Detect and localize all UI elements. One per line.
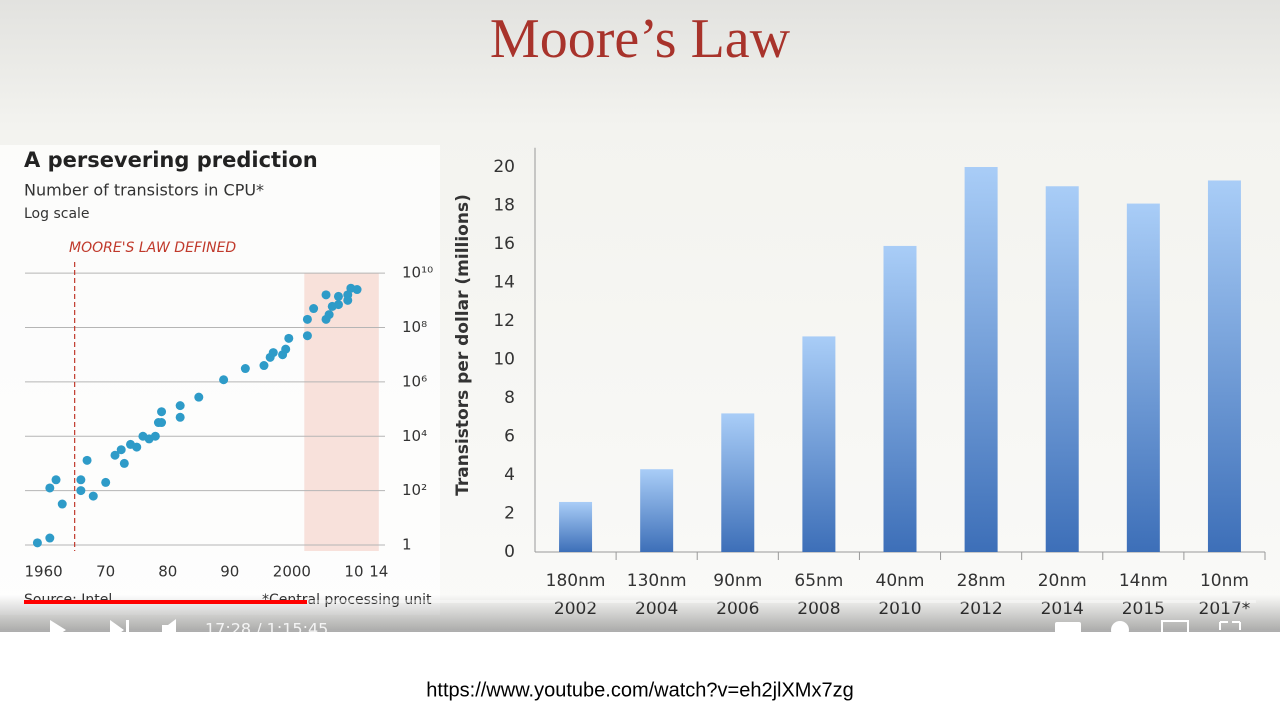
chart-title: A persevering prediction	[24, 148, 318, 172]
point	[240, 364, 250, 374]
point	[110, 450, 120, 460]
point	[194, 392, 204, 402]
fullscreen-button[interactable]	[1219, 621, 1241, 630]
slide-title: Moore’s Law	[490, 8, 791, 70]
point	[119, 458, 129, 468]
point	[321, 290, 331, 300]
x-tick-label: 40nm	[876, 571, 925, 591]
point	[352, 285, 362, 295]
x-tick-label: 20nm	[1038, 571, 1087, 591]
y-tick-label: 10²	[402, 481, 427, 499]
bar	[640, 469, 674, 552]
annotation: MOORE'S LAW DEFINED	[69, 240, 236, 256]
bar	[1126, 203, 1160, 552]
point	[309, 304, 319, 314]
point	[150, 431, 160, 441]
y-tick-label: 14	[493, 273, 515, 293]
x-tick-label: 14nm	[1119, 571, 1168, 591]
y-tick-label: 10	[493, 350, 515, 370]
point	[76, 475, 86, 485]
chart-subtitle: Number of transistors in CPU*	[24, 181, 264, 200]
bar	[802, 336, 836, 552]
scale-note: Log scale	[24, 206, 90, 222]
bar	[1207, 180, 1241, 552]
x-tick-label: 2000	[273, 563, 311, 581]
point	[333, 291, 343, 301]
point	[132, 442, 142, 452]
point	[45, 533, 55, 543]
y-tick-label: 1	[402, 535, 412, 553]
bar	[721, 413, 755, 552]
point	[57, 499, 67, 509]
point	[76, 486, 86, 496]
y-tick-label: 20	[493, 157, 515, 177]
point	[116, 445, 126, 455]
bar	[559, 501, 593, 552]
point	[219, 375, 229, 385]
point	[284, 333, 294, 343]
point	[343, 295, 353, 305]
point	[51, 475, 61, 485]
x-tick-label: 90nm	[713, 571, 762, 591]
point	[302, 314, 312, 324]
point	[101, 477, 111, 487]
point	[157, 418, 167, 428]
point	[281, 344, 291, 354]
y-tick-label: 16	[493, 234, 515, 254]
point	[324, 310, 334, 320]
x-tick-label: 65nm	[794, 571, 843, 591]
highlight-span	[304, 273, 379, 551]
progress-track	[24, 600, 1256, 603]
x-tick-label: 80	[158, 563, 177, 581]
point	[88, 491, 98, 501]
x-tick-label: 10nm	[1200, 571, 1249, 591]
x-tick-label: 1960	[25, 563, 63, 581]
y-tick-label: 18	[493, 196, 515, 216]
point	[32, 538, 42, 548]
x-tick-label: 130nm	[627, 571, 687, 591]
y-tick-label: 8	[504, 388, 515, 408]
bar	[883, 245, 917, 553]
point	[268, 348, 278, 358]
y-tick-label: 10¹⁰	[402, 264, 433, 282]
x-tick-label: 180nm	[546, 571, 606, 591]
point	[259, 361, 269, 371]
point	[157, 407, 167, 417]
y-tick-label: 10⁴	[402, 427, 427, 445]
x-tick-label: 90	[220, 563, 239, 581]
bar	[1045, 186, 1079, 552]
point	[82, 455, 92, 465]
x-tick-label: 28nm	[957, 571, 1006, 591]
point	[175, 401, 185, 411]
y-tick-label: 6	[504, 427, 515, 447]
y-tick-label: 2	[504, 504, 515, 524]
x-tick-label: 70	[96, 563, 115, 581]
point	[175, 412, 185, 422]
x-tick-label: 10	[344, 563, 363, 581]
y-tick-label: 0	[504, 542, 515, 562]
y-tick-label: 10⁶	[402, 372, 427, 390]
y-axis-title: Transistors per dollar (millions)	[453, 194, 473, 496]
y-tick-label: 4	[504, 465, 515, 485]
bar	[964, 167, 998, 552]
y-tick-label: 10⁸	[402, 318, 427, 336]
x-tick-label: 14	[369, 563, 388, 581]
progress-played[interactable]	[24, 600, 307, 604]
url[interactable]: https://www.youtube.com/watch?v=eh2jlXMx…	[426, 679, 853, 701]
subtitles-button[interactable]	[1055, 622, 1081, 634]
point	[45, 483, 55, 493]
point	[302, 331, 312, 341]
y-tick-label: 12	[493, 311, 515, 331]
below-video	[0, 632, 1280, 720]
point	[333, 300, 343, 310]
